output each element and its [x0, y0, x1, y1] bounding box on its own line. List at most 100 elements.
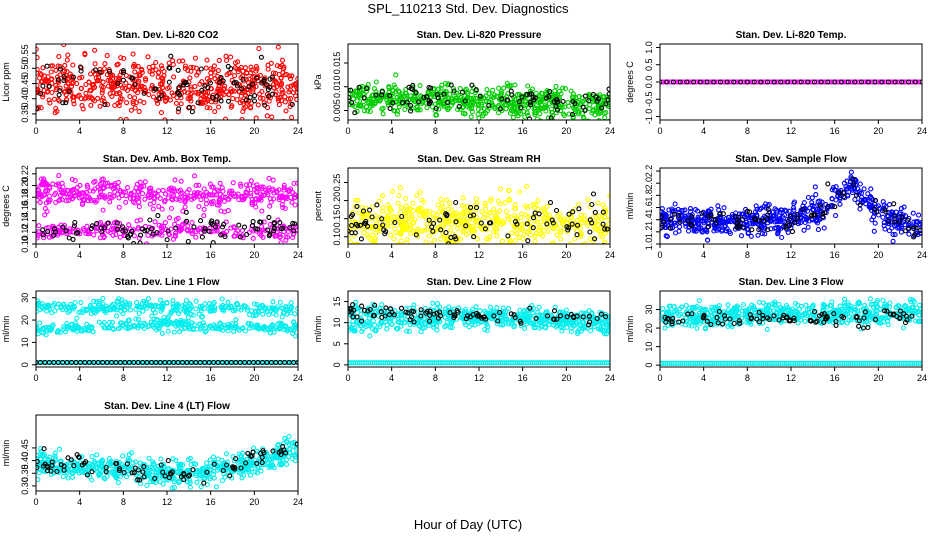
data-point: [585, 197, 591, 203]
data-point: [384, 214, 390, 221]
data-point: [94, 228, 100, 234]
data-point: [566, 225, 572, 231]
data-point: [292, 221, 298, 227]
data-point: [105, 83, 112, 89]
data-point: [166, 60, 172, 66]
data-point: [356, 210, 362, 216]
data-point: [695, 218, 701, 224]
data-point: [890, 238, 896, 244]
data-point: [764, 79, 771, 85]
data-point: [518, 104, 524, 111]
data-point: [68, 188, 74, 194]
data-point: [224, 57, 230, 64]
data-point: [361, 92, 367, 98]
data-point: [70, 74, 76, 80]
x-tick-label: 4: [77, 373, 82, 383]
data-point: [188, 311, 194, 317]
data-point: [162, 97, 169, 103]
data-point: [602, 115, 608, 120]
y-tick-label: 1.8: [644, 189, 654, 202]
data-point: [268, 199, 274, 205]
data-point: [52, 192, 58, 198]
data-point: [149, 83, 155, 89]
y-tick-label: 0.20: [20, 177, 30, 195]
data-point: [88, 88, 94, 94]
data-point: [491, 229, 497, 235]
data-point: [188, 68, 194, 74]
data-point: [67, 308, 73, 314]
data-point: [538, 106, 545, 112]
data-point: [176, 85, 182, 91]
data-point: [660, 214, 664, 220]
data-point: [101, 66, 107, 72]
data-point: [185, 308, 191, 315]
data-point: [66, 88, 72, 94]
data-point: [872, 220, 878, 226]
data-point: [481, 215, 487, 221]
data-point: [910, 210, 916, 216]
data-point: [778, 225, 784, 232]
data-point: [153, 317, 160, 323]
data-point: [495, 198, 501, 204]
data-point: [525, 238, 531, 244]
data-point: [222, 116, 229, 120]
data-point: [696, 225, 702, 231]
data-point: [688, 209, 694, 215]
data-point: [132, 88, 138, 94]
data-point: [688, 222, 694, 228]
data-point: [704, 237, 711, 243]
data-point: [114, 304, 120, 310]
data-point: [207, 80, 213, 86]
data-point: [112, 81, 118, 87]
data-points: [348, 183, 610, 251]
data-point: [396, 104, 402, 110]
x-tick-label: 8: [433, 250, 438, 260]
data-point: [857, 202, 863, 208]
data-point: [426, 217, 432, 223]
data-point: [56, 54, 62, 60]
data-point: [775, 231, 781, 237]
data-point: [253, 204, 259, 210]
data-point: [484, 247, 488, 251]
data-point: [596, 213, 602, 219]
data-point: [193, 306, 199, 312]
data-point: [720, 211, 726, 217]
data-point: [394, 108, 401, 114]
data-point: [60, 189, 66, 195]
data-point: [721, 205, 727, 211]
data-point: [469, 109, 475, 115]
data-point: [168, 53, 174, 59]
data-point: [560, 98, 566, 105]
data-point: [497, 208, 503, 214]
data-point: [285, 326, 291, 332]
data-point: [682, 207, 688, 213]
data-point: [809, 212, 815, 218]
data-point: [410, 208, 416, 214]
data-point: [99, 90, 105, 96]
data-point: [473, 96, 479, 102]
x-tick-label: 8: [745, 250, 750, 260]
data-point: [491, 210, 498, 216]
data-point: [906, 225, 912, 231]
data-point: [40, 227, 46, 233]
data-point: [290, 220, 296, 226]
data-point: [294, 96, 298, 102]
data-point: [142, 179, 148, 185]
data-point: [97, 235, 103, 241]
data-point: [269, 114, 275, 120]
data-point: [395, 200, 401, 206]
data-point: [861, 186, 867, 192]
data-point: [275, 44, 281, 50]
data-point: [508, 83, 514, 89]
data-point: [516, 99, 522, 105]
data-point: [251, 301, 257, 307]
data-point: [201, 186, 207, 192]
data-point: [704, 79, 710, 85]
data-point: [234, 97, 240, 103]
data-point: [209, 94, 215, 100]
data-point: [801, 227, 807, 233]
data-point: [348, 95, 352, 101]
data-point: [578, 100, 584, 106]
series-2: [660, 79, 922, 85]
data-point: [522, 99, 528, 105]
